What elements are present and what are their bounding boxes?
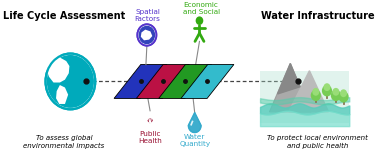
Polygon shape — [277, 64, 300, 94]
Circle shape — [324, 83, 330, 91]
Polygon shape — [148, 119, 152, 123]
Circle shape — [340, 89, 347, 97]
Circle shape — [47, 55, 94, 108]
Text: To assess global
environmental impacts: To assess global environmental impacts — [23, 135, 105, 149]
Circle shape — [338, 91, 349, 103]
Polygon shape — [136, 64, 189, 98]
Circle shape — [322, 85, 332, 97]
Circle shape — [139, 26, 155, 44]
Polygon shape — [188, 113, 201, 133]
Text: Water
Quantity: Water Quantity — [179, 134, 210, 147]
Polygon shape — [270, 64, 311, 112]
Circle shape — [137, 24, 156, 46]
Circle shape — [332, 88, 339, 96]
Circle shape — [196, 16, 203, 25]
Text: Life Cycle Assessment: Life Cycle Assessment — [3, 11, 125, 21]
Text: Spatial
Factors: Spatial Factors — [135, 9, 160, 22]
Circle shape — [311, 90, 321, 101]
Text: Economic
and Social: Economic and Social — [183, 2, 220, 15]
Polygon shape — [114, 64, 167, 98]
Text: Public
Health: Public Health — [138, 131, 162, 145]
Polygon shape — [181, 64, 234, 98]
Polygon shape — [54, 54, 61, 59]
Polygon shape — [260, 71, 349, 123]
Text: To protect local environment
and public health: To protect local environment and public … — [267, 135, 368, 149]
Polygon shape — [46, 58, 70, 83]
Polygon shape — [289, 71, 328, 112]
Text: Water Infrastructure: Water Infrastructure — [260, 11, 374, 21]
Circle shape — [331, 90, 341, 101]
Polygon shape — [56, 85, 68, 104]
Polygon shape — [141, 30, 152, 40]
Circle shape — [45, 54, 95, 109]
Polygon shape — [159, 64, 212, 98]
Circle shape — [312, 88, 319, 96]
